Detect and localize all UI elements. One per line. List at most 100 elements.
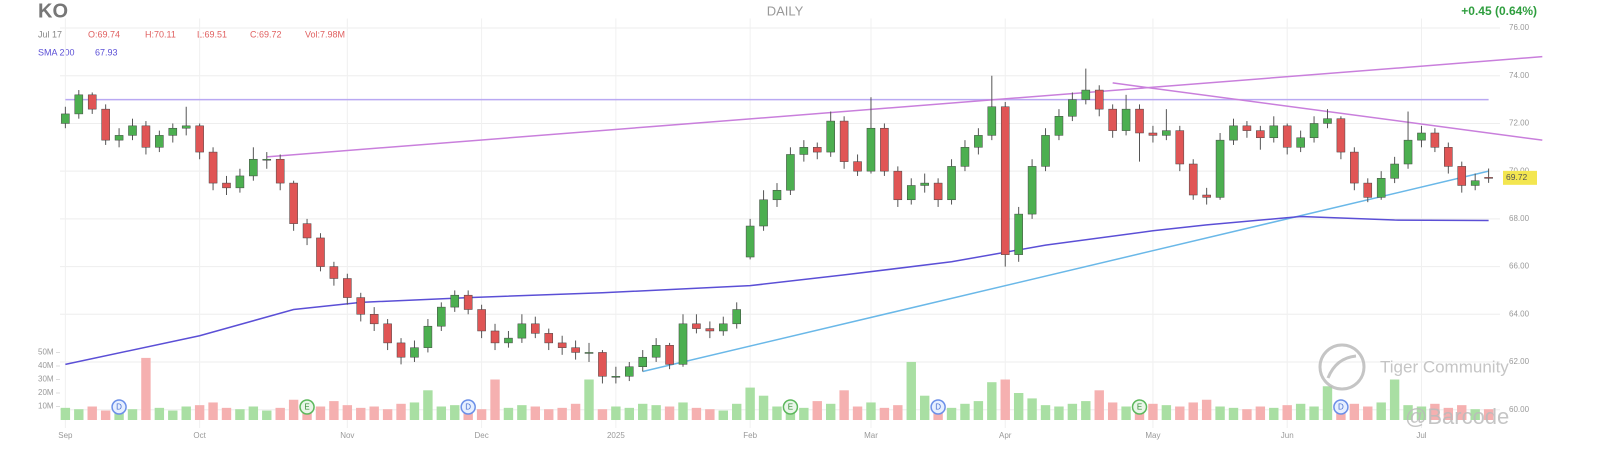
volume-bar: [490, 379, 500, 420]
y-tick-label: 60.00: [1509, 405, 1530, 414]
change: +0.45 (0.64%): [1461, 4, 1537, 18]
quote-open: O:69.74: [88, 29, 120, 39]
candle-body: [396, 342, 406, 358]
volume-bar: [973, 401, 984, 420]
quote-high: H:70.11: [145, 29, 176, 39]
candle-body: [772, 189, 782, 201]
candle-body: [316, 237, 325, 267]
volume-bar: [87, 406, 97, 420]
candle-body: [1444, 147, 1453, 167]
volume-bar: [1188, 402, 1198, 420]
y-tick-label: 74.00: [1509, 71, 1530, 80]
candle-body: [880, 127, 889, 172]
volume-bar: [1040, 405, 1051, 420]
candle-body: [1135, 108, 1144, 134]
candle-body: [611, 376, 621, 378]
candle-body: [181, 125, 191, 129]
x-tick-label: 2025: [607, 431, 625, 440]
candle-body: [61, 113, 70, 124]
volume-bar: [1322, 386, 1333, 420]
volume-bar: [584, 379, 594, 420]
quote-date: Jul 17: [38, 29, 62, 39]
candle-body: [692, 323, 701, 329]
volume-bar: [544, 409, 554, 420]
volume-bar: [1027, 398, 1037, 420]
volume-bar: [248, 406, 259, 420]
sma-legend-value: 67.93: [95, 47, 118, 57]
volume-bar: [141, 357, 151, 420]
candle-body: [1108, 108, 1117, 131]
volume-tick-label: 40M: [38, 361, 54, 370]
event-label: D: [1338, 403, 1344, 412]
candle-body: [517, 323, 527, 339]
quote-low: L:69.51: [197, 29, 227, 39]
y-tick-label: 66.00: [1509, 262, 1530, 271]
candle-body: [410, 347, 419, 358]
candle-body: [786, 154, 795, 191]
volume-bar: [557, 407, 567, 420]
event-marker: [1131, 399, 1148, 415]
watermark-logo: [1318, 343, 1366, 391]
watermark-logo-mark: [1326, 354, 1357, 379]
volume-bar: [221, 407, 232, 420]
candle-body: [1363, 182, 1373, 198]
candle-body: [141, 125, 151, 148]
volume-bar: [839, 390, 849, 420]
volume-bar: [919, 395, 930, 420]
candle-body: [1162, 130, 1171, 136]
candle-body: [638, 356, 647, 368]
candle-body: [1188, 163, 1198, 196]
volume-bar: [1255, 406, 1266, 420]
volume-bar: [1121, 406, 1131, 420]
volume-bar: [315, 406, 326, 420]
candle-body: [1256, 130, 1265, 139]
last-price-box: [1503, 170, 1537, 185]
candle-body: [463, 294, 473, 310]
candle-body: [665, 345, 674, 365]
candle-body: [450, 294, 460, 308]
volume-bar: [893, 405, 903, 420]
candle-body: [625, 366, 634, 377]
volume-tick-label: 20M: [38, 388, 54, 397]
volume-bar: [1309, 406, 1319, 420]
y-tick-label: 64.00: [1509, 309, 1530, 318]
volume-bar: [517, 405, 527, 420]
event-label: E: [788, 403, 793, 412]
volume-bar: [1107, 402, 1118, 420]
volume-bar: [611, 406, 621, 420]
candle-body: [1121, 108, 1131, 131]
candle-body: [812, 147, 822, 153]
volume-bar: [423, 390, 433, 420]
volume-bar: [1148, 403, 1158, 420]
last-price-label: 69.72: [1506, 172, 1528, 182]
volume-bar: [342, 405, 353, 420]
volume-bar: [168, 410, 178, 420]
x-tick-label: Oct: [193, 431, 206, 440]
event-marker: [930, 399, 946, 415]
candle-body: [1242, 125, 1252, 131]
candle-body: [343, 278, 352, 298]
volume-bar: [1483, 409, 1494, 420]
y-tick-label: 76.00: [1509, 23, 1530, 32]
volume-bar: [1416, 406, 1427, 420]
candle-body: [101, 108, 110, 141]
volume-bar: [450, 405, 460, 420]
candle-body: [1484, 177, 1493, 179]
candle-body: [275, 158, 285, 184]
volume-bar: [1054, 406, 1064, 420]
volume-bar: [745, 387, 755, 420]
candle-body: [1309, 123, 1319, 139]
candle-body: [1215, 139, 1225, 198]
candle-body: [74, 94, 84, 115]
candle-body: [128, 125, 137, 136]
volume-bar: [436, 406, 447, 420]
volume-bar: [732, 403, 742, 420]
volume-bar: [691, 407, 702, 420]
volume-bar: [235, 409, 245, 420]
volume-bar: [1349, 403, 1360, 420]
volume-bar: [476, 409, 487, 420]
candle-body: [1457, 166, 1467, 186]
candle-body: [235, 175, 245, 189]
candle-body: [356, 297, 366, 315]
volume-bar: [409, 402, 420, 420]
